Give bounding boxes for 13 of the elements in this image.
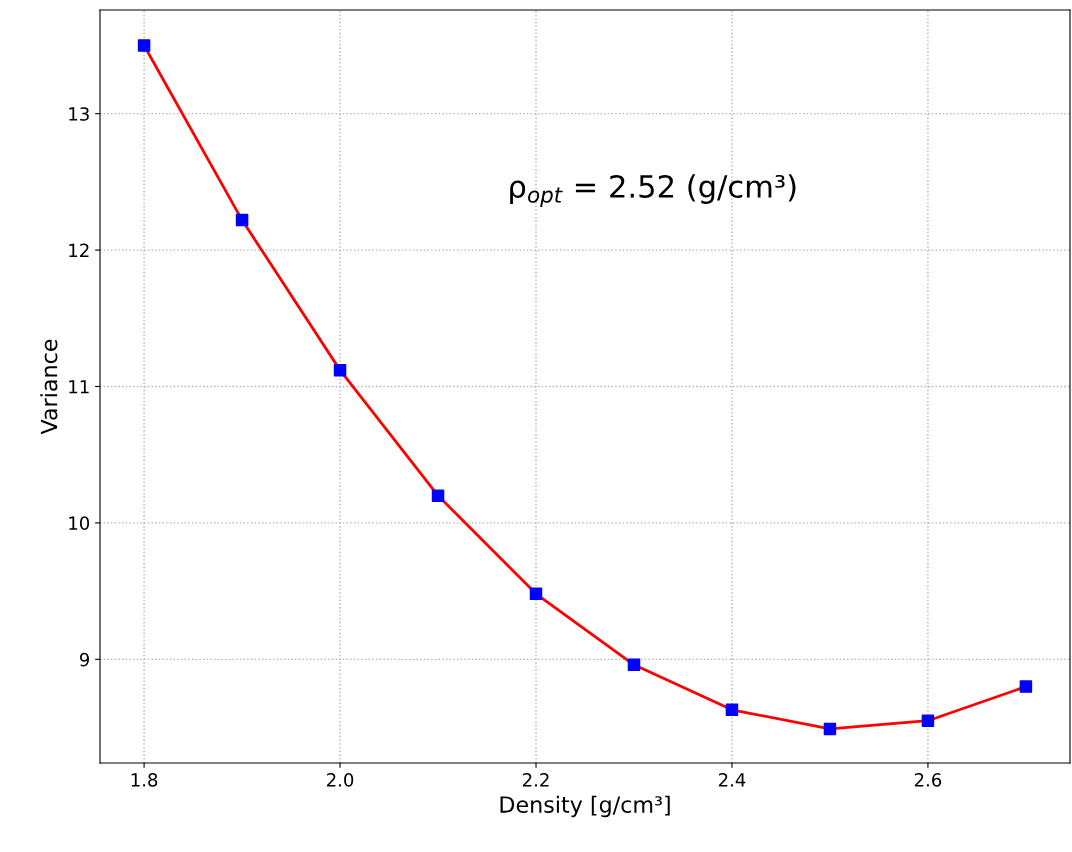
x-tick-label: 1.8 bbox=[131, 773, 158, 787]
x-tick-label: 2.6 bbox=[914, 773, 942, 787]
y-tick-label: 13 bbox=[69, 107, 89, 121]
y-tick-label: 12 bbox=[69, 243, 89, 257]
y-tick-label: 11 bbox=[69, 380, 89, 394]
x-tick-label: 2.4 bbox=[718, 773, 746, 787]
y-tick-label: 10 bbox=[69, 516, 90, 531]
annotation: ρ$_{opt}$ = 2.52 (g/cm³) bbox=[510, 174, 796, 208]
y-axis-title: Variance bbox=[40, 339, 58, 435]
x-tick-label: 2.2 bbox=[522, 773, 549, 787]
x-axis-title: Density [g/cm³] bbox=[500, 795, 670, 818]
x-tick-label: 2.0 bbox=[327, 773, 354, 787]
y-tick-label: 9 bbox=[79, 652, 90, 667]
